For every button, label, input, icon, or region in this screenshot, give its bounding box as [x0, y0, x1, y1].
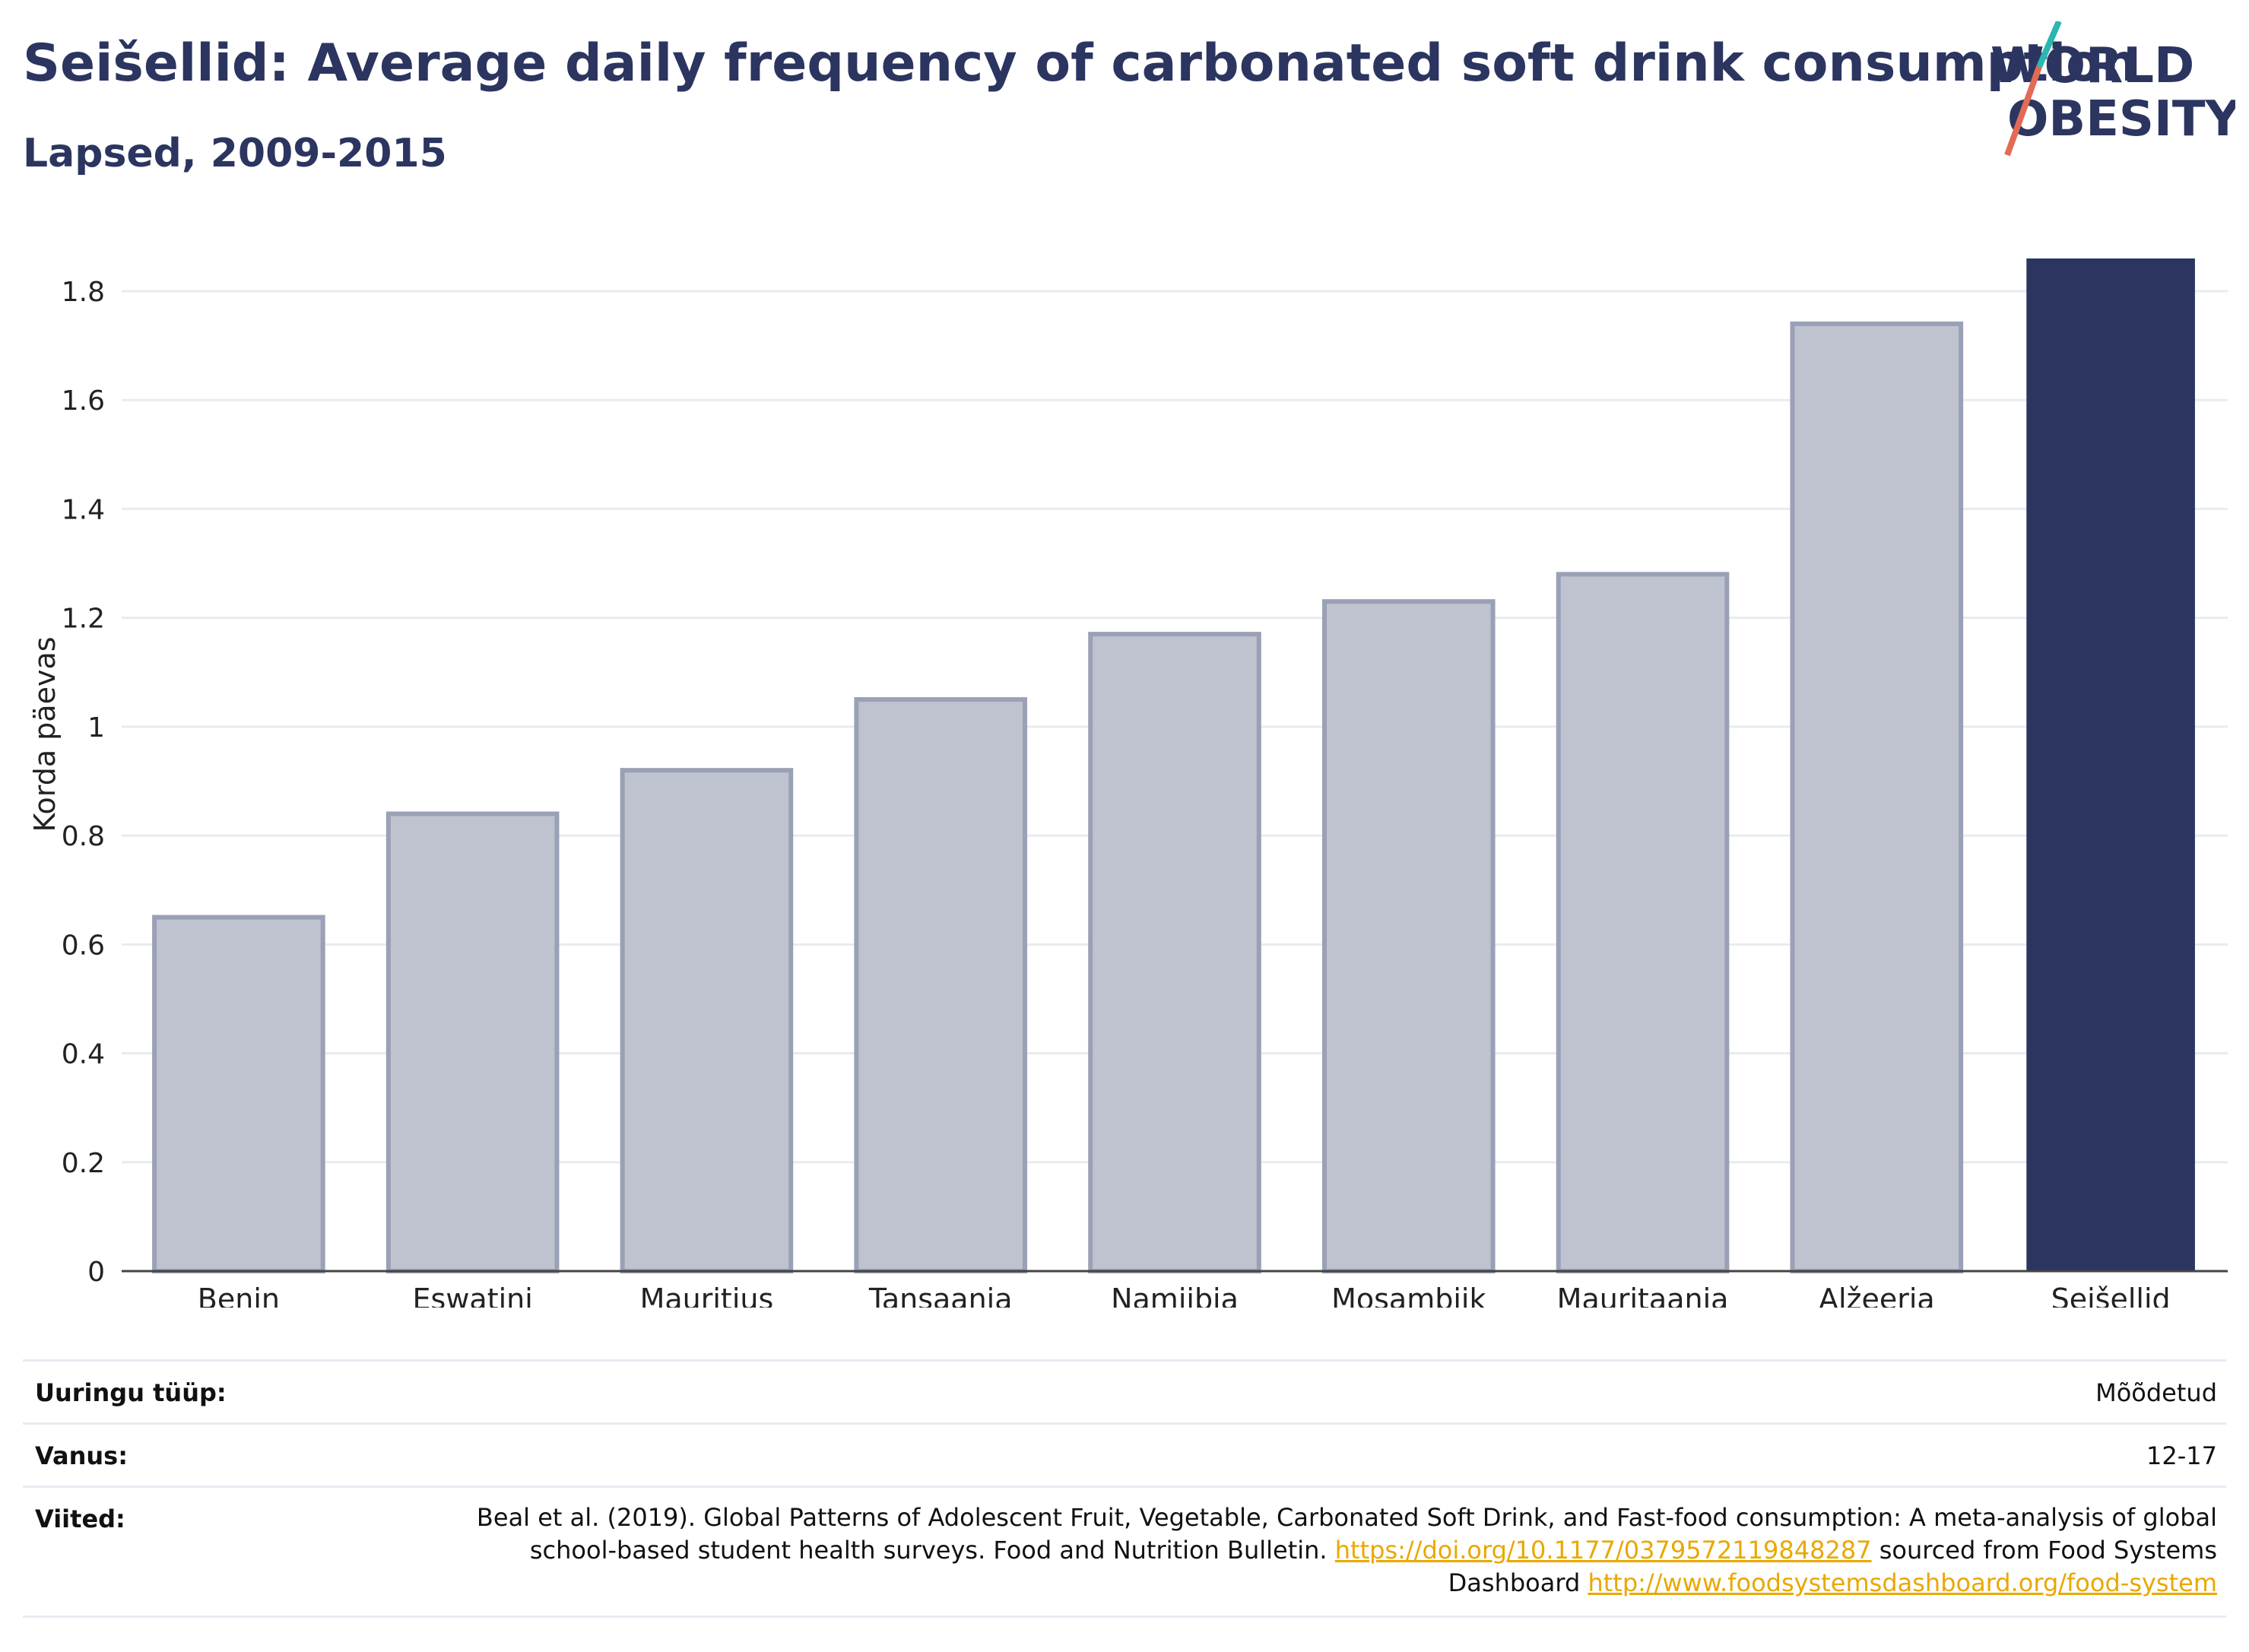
x-tick-label: Mauritius	[640, 1283, 774, 1308]
x-tick-label: Benin	[198, 1283, 280, 1308]
y-tick-label: 0.6	[62, 930, 105, 961]
x-tick-label: Tansaania	[868, 1283, 1013, 1308]
y-tick-label: 0	[87, 1257, 105, 1288]
x-tick-label: Alžeeria	[1819, 1283, 1935, 1308]
y-axis-label: Korda päevas	[28, 636, 62, 832]
x-tick-label: Eswatini	[413, 1283, 533, 1308]
bar-benin	[152, 915, 325, 1273]
meta-label-age: Vanus:	[35, 1441, 128, 1470]
bar-eswatini	[385, 811, 560, 1274]
x-tick-label: Seišellid	[2051, 1283, 2171, 1308]
logo-slash-coral	[2004, 65, 2042, 157]
y-tick-label: 1	[87, 712, 105, 744]
references-text-1: Beal et al. (2019). Global Patterns of A…	[476, 1503, 2217, 1565]
page-subtitle: Lapsed, 2009-2015	[23, 131, 447, 176]
logo-word-obesity: OBESITY	[2007, 91, 2235, 147]
bar-chart: 0 0.2 0.4 0.6 0.8 1 1.2 1.4 1.6 1.8 Benin Eswatini…	[28, 258, 2228, 1308]
y-axis-ticks: 0 0.2 0.4 0.6 0.8 1 1.2 1.4 1.6 1.8	[62, 277, 105, 1288]
meta-row-references: Viited: Beal et al. (2019). Global Patte…	[23, 1488, 2226, 1618]
logo-slash-teal	[2036, 21, 2062, 68]
bar-alžeeria	[1790, 321, 1964, 1274]
meta-value-references: Beal et al. (2019). Global Patterns of A…	[468, 1501, 2217, 1600]
x-axis-ticks: Benin Eswatini Mauritius Tansaania Namiibia M…	[198, 1283, 2171, 1308]
y-tick-label: 1.4	[62, 494, 105, 525]
y-tick-label: 0.8	[62, 821, 105, 852]
meta-row-age: Vanus: 12-17	[23, 1425, 2226, 1488]
y-tick-label: 0.4	[62, 1039, 105, 1070]
x-tick-label: Mauritaania	[1557, 1283, 1729, 1308]
references-doi-link[interactable]: https://doi.org/10.1177/0379572119848287	[1334, 1536, 1872, 1565]
meta-value-survey-type: Mõõdetud	[2095, 1378, 2217, 1407]
bar-namiibia	[1088, 632, 1261, 1273]
bar-mauritius	[620, 768, 794, 1273]
bars	[152, 258, 2195, 1274]
meta-value-age: 12-17	[2146, 1441, 2217, 1470]
x-tick-label: Namiibia	[1111, 1283, 1239, 1308]
y-tick-label: 1.2	[62, 604, 105, 635]
meta-label-survey-type: Uuringu tüüp:	[35, 1378, 227, 1407]
y-tick-label: 1.8	[62, 277, 105, 308]
y-tick-label: 1.6	[62, 385, 105, 417]
logo-word-world: WORLD	[1990, 38, 2194, 94]
world-obesity-logo: WORLD OBESITY	[1990, 21, 2235, 157]
meta-label-references: Viited:	[35, 1505, 125, 1533]
bar-seišellid	[2026, 258, 2195, 1271]
x-tick-label: Mosambiik	[1331, 1283, 1486, 1308]
metadata-table: Uuringu tüüp: Mõõdetud Vanus: 12-17 Viit…	[23, 1359, 2226, 1618]
bar-tansaania	[854, 697, 1028, 1273]
meta-row-survey-type: Uuringu tüüp: Mõõdetud	[23, 1362, 2226, 1425]
references-dashboard-link[interactable]: http://www.foodsystemsdashboard.org/food…	[1588, 1568, 2217, 1597]
y-tick-label: 0.2	[62, 1148, 105, 1179]
bar-mauritaania	[1556, 572, 1730, 1273]
references-text-2: sourced from Food Systems Dashboard	[1448, 1536, 2217, 1597]
page-title: Seišellid: Average daily frequency of ca…	[23, 33, 2139, 94]
bar-mosambiik	[1321, 599, 1496, 1273]
